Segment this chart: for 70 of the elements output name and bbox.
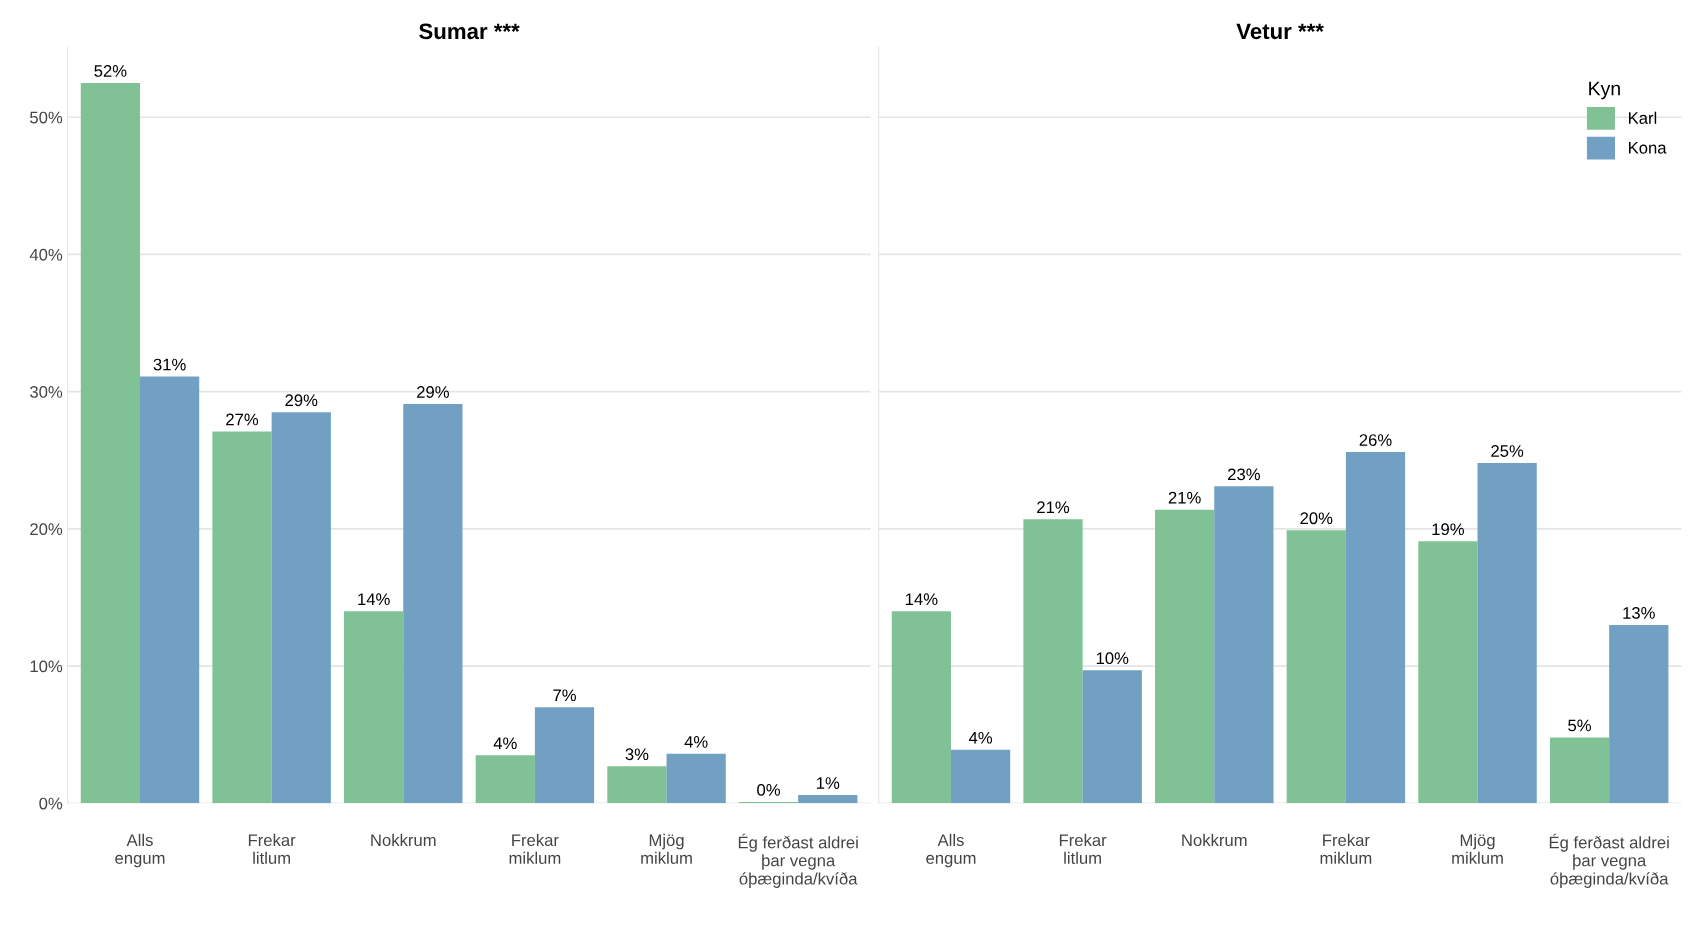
- data-label: 14%: [358, 593, 390, 606]
- bar: [1609, 624, 1669, 804]
- bar: [950, 749, 1011, 804]
- data-label: 27%: [226, 413, 259, 426]
- data-label: 4%: [968, 731, 993, 744]
- bar: [80, 82, 140, 804]
- x-tick-label: Frekar litlum: [248, 833, 296, 864]
- bar: [1286, 530, 1346, 804]
- bar: [1549, 737, 1610, 804]
- chart-title: Sumar ***: [419, 23, 520, 40]
- bar: [1155, 509, 1215, 804]
- x-tick-label: Ég ferðast aldrei þar vegna óþæginda/kvíða: [738, 833, 858, 888]
- data-label: 29%: [285, 394, 318, 407]
- data-label: 5%: [1568, 719, 1591, 732]
- data-label: 4%: [684, 736, 708, 748]
- bar: [1345, 452, 1406, 804]
- data-label: 29%: [417, 386, 449, 398]
- bar: [666, 753, 726, 804]
- bar: [1023, 519, 1083, 804]
- data-label: 14%: [905, 593, 938, 606]
- x-tick-label: Nokkrum: [371, 833, 436, 847]
- data-label: 4%: [493, 737, 517, 750]
- legend-label: Kona: [1629, 142, 1667, 154]
- x-tick-label: Ég ferðast aldrei þar vegna óþæginda/kvíða: [1549, 833, 1669, 888]
- bar: [271, 412, 331, 804]
- bar: [534, 707, 595, 804]
- bar: [475, 755, 535, 804]
- data-label: 7%: [553, 689, 576, 702]
- data-label: 52%: [94, 65, 127, 77]
- bar: [607, 766, 667, 804]
- legend-title: Kyn: [1589, 81, 1620, 100]
- bar: [891, 611, 951, 804]
- data-label: 3%: [625, 748, 649, 761]
- x-tick-label: Mjög miklum: [1452, 833, 1503, 864]
- data-label: 21%: [1037, 501, 1070, 514]
- data-label: 31%: [153, 358, 186, 371]
- x-tick-label: Mjög miklum: [641, 833, 692, 864]
- data-label: 23%: [1228, 468, 1260, 481]
- x-tick-label: Frekar litlum: [1059, 833, 1107, 864]
- bar: [344, 611, 404, 804]
- bar: [1082, 670, 1142, 804]
- bar: [1477, 462, 1537, 804]
- data-label: 0%: [757, 784, 780, 796]
- data-label: 20%: [1300, 512, 1333, 525]
- x-tick-label: Frekar miklum: [509, 833, 561, 864]
- data-label: 26%: [1359, 434, 1392, 446]
- data-label: 13%: [1623, 607, 1655, 619]
- y-tick-label: 20%: [30, 523, 63, 536]
- data-label: 25%: [1491, 445, 1524, 457]
- data-label: 10%: [1096, 652, 1129, 665]
- y-tick-label: 50%: [30, 111, 63, 124]
- x-tick-label: Alls engum: [115, 833, 165, 868]
- chart-title: Vetur ***: [1236, 23, 1324, 40]
- bar: [140, 376, 200, 804]
- bar: [798, 795, 858, 804]
- y-tick-label: 0%: [39, 797, 63, 810]
- y-tick-label: 40%: [29, 248, 63, 261]
- x-tick-label: Nokkrum: [1182, 833, 1247, 847]
- x-tick-label: Frekar miklum: [1320, 833, 1372, 864]
- y-tick-label: 30%: [30, 386, 63, 398]
- data-label: 1%: [817, 777, 840, 789]
- data-label: 19%: [1432, 523, 1464, 536]
- bar: [212, 431, 272, 804]
- bar: [1214, 486, 1274, 804]
- y-tick-label: 10%: [30, 660, 63, 673]
- legend-label: Karl: [1629, 111, 1657, 124]
- data-label: 21%: [1168, 491, 1201, 504]
- bar: [1418, 541, 1478, 804]
- x-tick-label: Alls engum: [926, 833, 976, 868]
- bar: [403, 403, 463, 804]
